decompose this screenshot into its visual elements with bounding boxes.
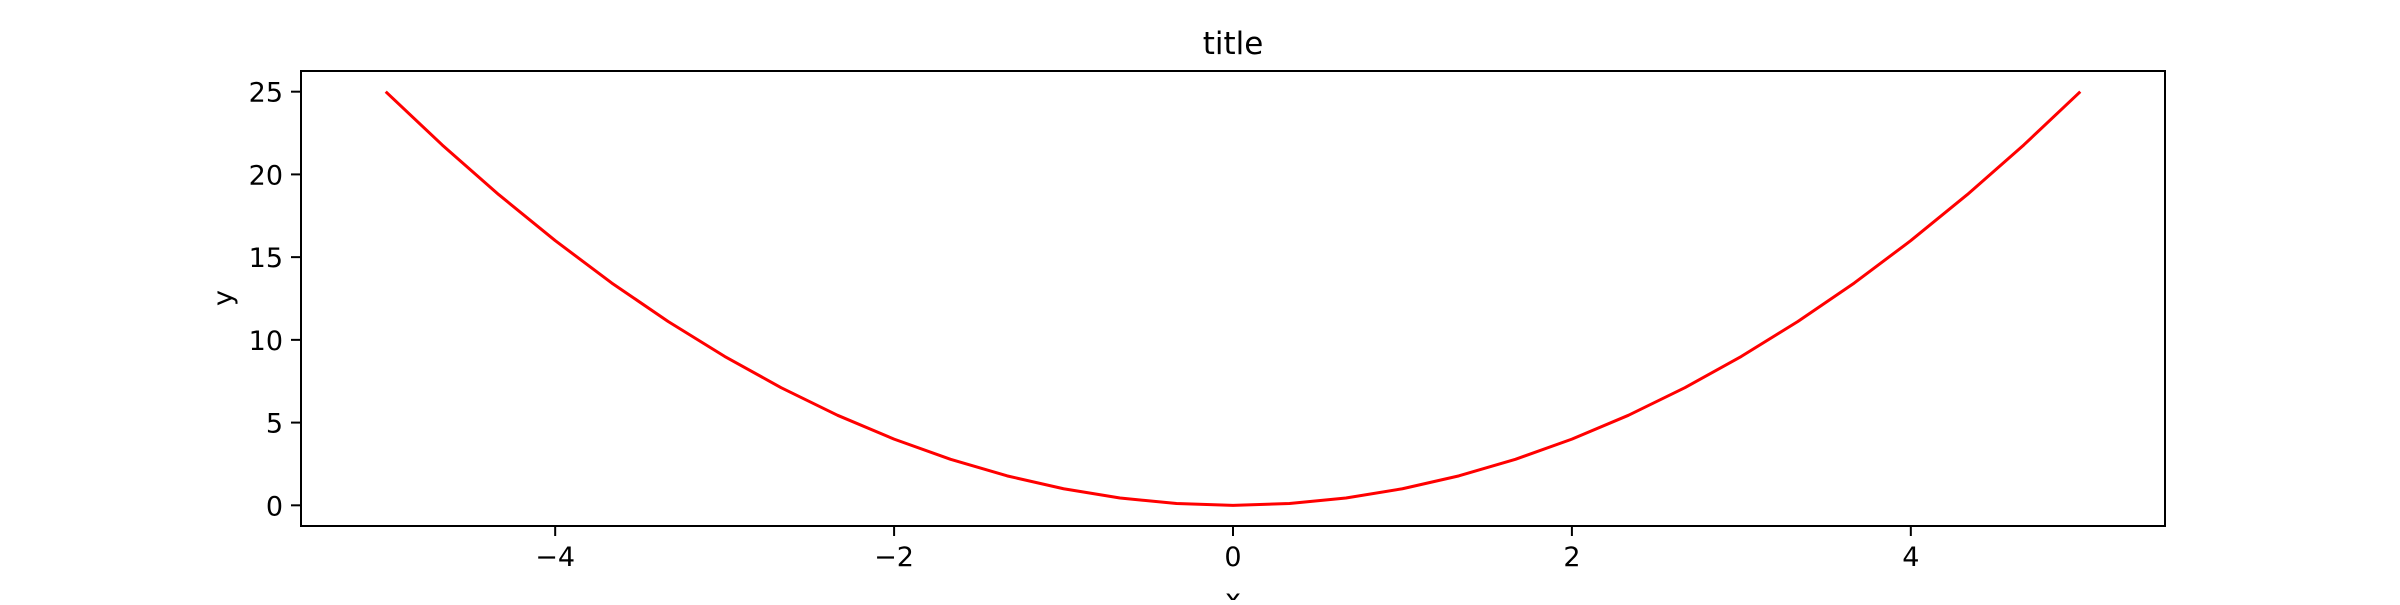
- y-tick-label: 0: [266, 491, 283, 522]
- y-tick-label: 15: [249, 243, 283, 274]
- y-axis-ticks: 0 5 10 15 20 25: [249, 78, 301, 522]
- x-tick-label: 4: [1902, 542, 1919, 573]
- y-tick-label: 25: [249, 78, 283, 109]
- y-tick-label: 5: [266, 409, 283, 440]
- x-tick-label: 2: [1563, 542, 1580, 573]
- y-tick-label: 10: [249, 326, 283, 357]
- x-axis-ticks: −4 −2 0 2 4: [535, 526, 1919, 573]
- y-axis-label: y: [208, 290, 239, 306]
- x-axis-label: x: [1225, 584, 1241, 600]
- series-layer: [384, 90, 2082, 507]
- x-tick-label: −4: [535, 542, 575, 573]
- x-tick-label: 0: [1224, 542, 1241, 573]
- axes-frame: [300, 70, 2166, 527]
- y-tick-label: 20: [249, 160, 283, 191]
- x-tick-label: −2: [874, 542, 914, 573]
- chart-title: title: [1203, 26, 1264, 62]
- series-line: [384, 90, 2082, 507]
